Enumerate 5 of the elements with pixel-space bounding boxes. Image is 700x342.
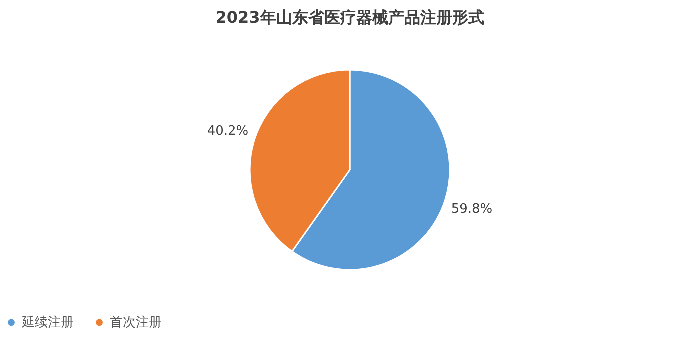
data-label: 40.2% — [207, 124, 249, 140]
legend-label: 首次注册 — [110, 316, 162, 331]
data-label: 59.8% — [451, 202, 493, 217]
chart-title: 2023年山东省医疗器械产品注册形式 — [216, 8, 484, 27]
legend-label: 延续注册 — [21, 316, 74, 331]
